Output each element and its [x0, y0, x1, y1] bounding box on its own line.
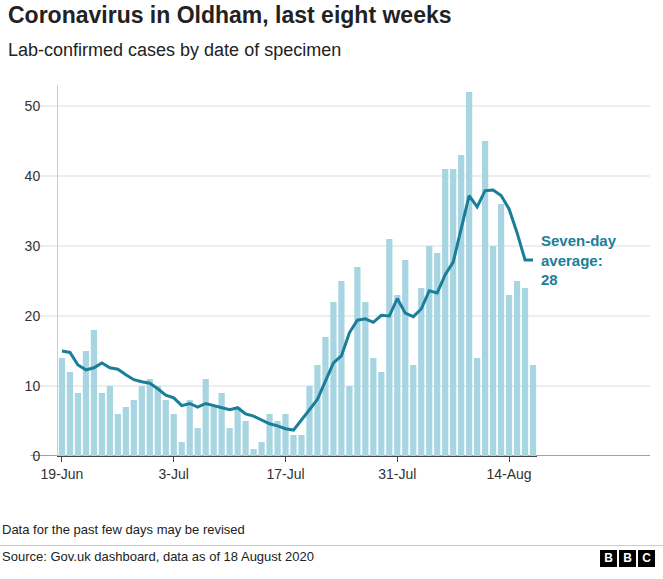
svg-text:30: 30	[25, 238, 41, 254]
svg-text:3-Jul: 3-Jul	[159, 466, 189, 482]
svg-text:0: 0	[32, 448, 40, 464]
svg-text:20: 20	[25, 308, 41, 324]
svg-text:17-Jul: 17-Jul	[266, 466, 304, 482]
html-text:B: B	[604, 551, 613, 565]
svg-text:10: 10	[25, 378, 41, 394]
html-text:Source: Gov.uk dashboard, data: Source: Gov.uk dashboard, data as of 18 …	[2, 549, 314, 564]
svg-text:19-Jun: 19-Jun	[41, 466, 84, 482]
svg-text:31-Jul: 31-Jul	[378, 466, 416, 482]
html-text:C: C	[642, 551, 651, 565]
svg-text:14-Aug: 14-Aug	[486, 466, 531, 482]
svg-text:40: 40	[25, 168, 41, 184]
html-text:B: B	[623, 551, 632, 565]
html-text:Data for the past few days may: Data for the past few days may be revise…	[2, 522, 245, 537]
html-text:Coronavirus in Oldham, last ei: Coronavirus in Oldham, last eight weeks	[8, 2, 452, 28]
svg-text:Seven-dayaverage:28: Seven-dayaverage:28	[541, 232, 617, 288]
html-text:Lab-confirmed cases by date of: Lab-confirmed cases by date of specimen	[8, 40, 342, 60]
svg-text:50: 50	[25, 98, 41, 114]
